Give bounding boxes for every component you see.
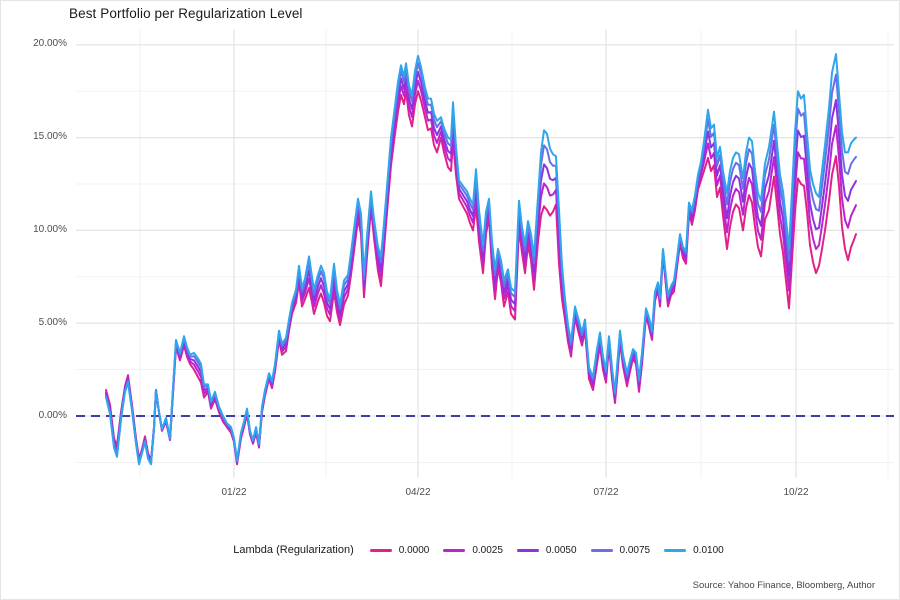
legend-title: Lambda (Regularization) bbox=[233, 544, 354, 556]
legend-line-swatch bbox=[664, 548, 687, 552]
legend-item-label: 0.0100 bbox=[693, 544, 724, 556]
legend-line-swatch bbox=[369, 548, 392, 552]
legend-line-swatch bbox=[516, 548, 539, 552]
legend-line-swatch bbox=[443, 548, 466, 552]
series-line-lambda-0.0100 bbox=[105, 53, 857, 466]
legend-item-label: 0.0050 bbox=[545, 544, 577, 556]
chart-title: Best Portfolio per Regularization Level bbox=[69, 6, 303, 21]
legend-item-lambda-0050: 0.0050 bbox=[516, 544, 577, 556]
y-axis-tick-label: 5.00% bbox=[38, 317, 67, 328]
x-axis-tick-label: 04/22 bbox=[405, 487, 431, 498]
y-axis-tick-label: 0.00% bbox=[38, 410, 67, 421]
y-axis-tick-label: 10.00% bbox=[33, 224, 67, 235]
legend-item-label: 0.0075 bbox=[619, 544, 651, 556]
x-axis-tick-label: 07/22 bbox=[593, 487, 619, 498]
y-axis-tick-label: 20.00% bbox=[33, 38, 67, 49]
source-caption: Source: Yahoo Finance, Bloomberg, Author bbox=[692, 580, 875, 591]
x-axis-tick-label: 10/22 bbox=[783, 487, 809, 498]
y-axis-tick-label: 15.00% bbox=[33, 131, 67, 142]
legend-item-lambda-0075: 0.0075 bbox=[590, 544, 651, 556]
legend-line-swatch bbox=[590, 548, 613, 552]
legend-item-label: 0.0000 bbox=[398, 544, 430, 556]
legend-item-label: 0.0025 bbox=[472, 544, 503, 556]
legend-item-lambda-0100: 0.0100 bbox=[664, 545, 724, 556]
legend: Lambda (Regularization) 0.0000 0.0025 0.… bbox=[1, 544, 899, 556]
legend-item-lambda-0025: 0.0025 bbox=[443, 545, 503, 556]
x-axis-tick-label: 01/22 bbox=[221, 487, 247, 498]
legend-item-lambda-0000: 0.0000 bbox=[369, 544, 430, 556]
